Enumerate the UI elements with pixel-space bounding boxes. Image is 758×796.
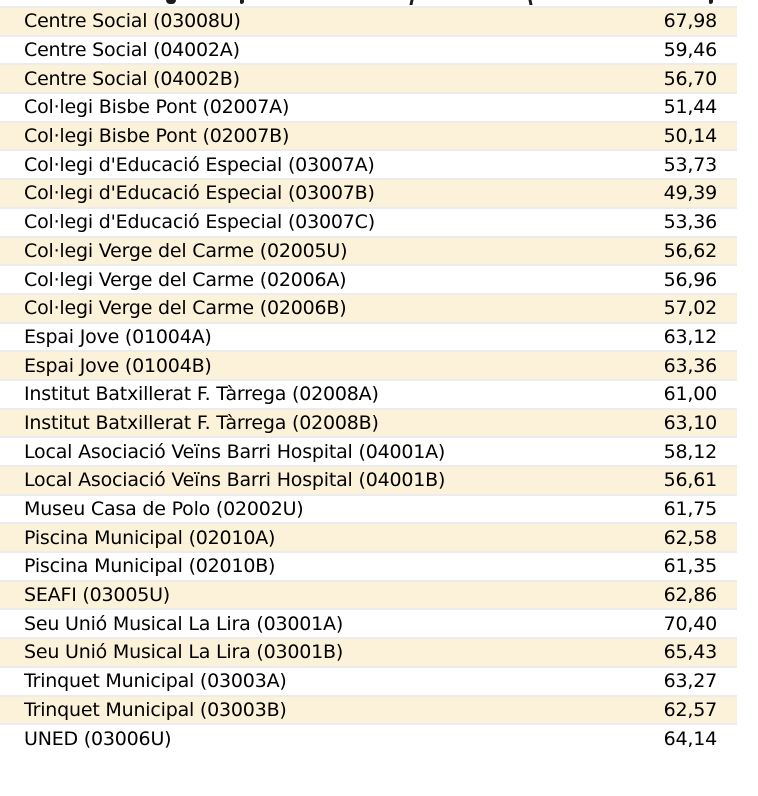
participation-value: 61,75 — [663, 498, 718, 521]
polling-station-name: SEAFI (03005U) — [24, 584, 171, 607]
polling-station-name: Centre Social (03008U) — [24, 10, 241, 33]
table-row: Espai Jove (01004A) 63,12 — [0, 321, 737, 351]
table-row: Col·legi Verge del Carme (02005U) 56,62 — [0, 235, 737, 265]
participation-value: 56,70 — [663, 67, 718, 90]
participation-value: 58,12 — [663, 440, 718, 463]
participation-value: 61,35 — [663, 555, 718, 578]
participation-value: 63,10 — [663, 411, 718, 434]
participation-value: 61,00 — [663, 383, 718, 406]
polling-station-name: Piscina Municipal (02010B) — [24, 555, 276, 578]
polling-station-name: Seu Unió Musical La Lira (03001B) — [24, 641, 344, 664]
table-row: Local Asociació Veïns Barri Hospital (04… — [0, 436, 737, 465]
participation-value: 57,02 — [663, 297, 718, 320]
participation-value: 64,14 — [663, 727, 718, 750]
table-row: Col·legi d'Educació Especial (03007C) 53,… — [0, 206, 737, 236]
participation-value: 65,43 — [663, 641, 718, 664]
polling-station-name: Local Asociació Veïns Barri Hospital (04… — [24, 469, 446, 492]
polling-station-name: UNED (03006U) — [24, 727, 172, 750]
polling-station-name: Col·legi Verge del Carme (02006B) — [24, 297, 347, 320]
table-row: SEAFI (03005U) 62,86 — [0, 579, 737, 609]
clipped-row-text-fragment — [166, 0, 176, 4]
participation-value: 63,27 — [663, 670, 718, 693]
participation-value: 56,96 — [663, 268, 718, 291]
table-row: Centre Social (04002B) 56,70 — [0, 63, 737, 93]
participation-value: 49,39 — [663, 182, 718, 205]
participation-value: 62,57 — [663, 698, 718, 721]
polling-station-name: Trinquet Municipal (03003B) — [24, 698, 287, 721]
table-row: Museu Casa de Polo (02002U) 61,75 — [0, 493, 737, 523]
polling-station-name: Trinquet Municipal (03003A) — [24, 670, 287, 693]
table-row: Col·legi Bisbe Pont (02007B) 50,14 — [0, 120, 737, 150]
table-row: Col·legi Verge del Carme (02006A) 56,96 — [0, 264, 737, 293]
table-row: Institut Batxillerat F. Tàrrega (02008B)… — [0, 407, 737, 437]
polling-station-name: Col·legi Verge del Carme (02005U) — [24, 239, 348, 262]
table-row: Trinquet Municipal (03003A) 63,27 — [0, 665, 737, 695]
participation-value: 56,62 — [663, 239, 718, 262]
participation-value: 59,46 — [663, 39, 718, 62]
clipped-row-text-fragment — [709, 0, 713, 4]
participation-value: 63,36 — [663, 354, 718, 377]
polling-station-name: Col·legi Bisbe Pont (02007B) — [24, 125, 290, 148]
participation-value: 62,86 — [663, 584, 718, 607]
clipped-row-text-fragment — [240, 0, 244, 4]
clipped-row-text-fragment — [409, 0, 414, 5]
table-row: Espai Jove (01004B) 63,36 — [0, 350, 737, 379]
polling-station-name: Institut Batxillerat F. Tàrrega (02008B) — [24, 411, 379, 434]
polling-station-name: Col·legi d'Educació Especial (03007C) — [24, 211, 375, 234]
table-row: Local Asociació Veïns Barri Hospital (04… — [0, 465, 737, 494]
polling-station-name: Institut Batxillerat F. Tàrrega (02008A) — [24, 383, 379, 406]
table-row: Seu Unió Musical La Lira (03001B) 65,43 — [0, 637, 737, 666]
polling-station-name: Espai Jove (01004B) — [24, 354, 212, 377]
polling-station-name: Col·legi Bisbe Pont (02007A) — [24, 96, 290, 119]
participation-value: 53,36 — [663, 211, 718, 234]
table-row: Seu Unió Musical La Lira (03001A) 70,40 — [0, 608, 737, 638]
table-row: Col·legi Verge del Carme (02006B) 57,02 — [0, 292, 737, 322]
participation-value: 67,98 — [663, 10, 718, 33]
table-row: Col·legi Bisbe Pont (02007A) 51,44 — [0, 92, 737, 121]
polling-station-name: Museu Casa de Polo (02002U) — [24, 498, 304, 521]
polling-station-name: Col·legi d'Educació Especial (03007A) — [24, 153, 375, 176]
participation-value: 50,14 — [663, 125, 718, 148]
table-rows: Centre Social (03008U) 67,98 Centre Social… — [0, 6, 737, 752]
participation-value: 62,58 — [663, 526, 718, 549]
participation-value: 56,61 — [663, 469, 718, 492]
polling-station-name: Centre Social (04002A) — [24, 39, 240, 62]
table-row: Piscina Municipal (02010A) 62,58 — [0, 522, 737, 552]
table-row: Col·legi d'Educació Especial (03007A) 53,… — [0, 149, 737, 179]
participation-value: 63,12 — [663, 325, 718, 348]
table-row: Trinquet Municipal (03003B) 62,57 — [0, 694, 737, 724]
table-row: Centre Social (04002A) 59,46 — [0, 34, 737, 64]
table-row: Centre Social (03008U) 67,98 — [0, 6, 737, 35]
participation-table: Centre Social (03008U) 67,98 Centre Social… — [0, 0, 737, 752]
participation-value: 70,40 — [663, 612, 718, 635]
polling-station-name: Centre Social (04002B) — [24, 67, 240, 90]
table-row: Piscina Municipal (02010B) 61,35 — [0, 551, 737, 580]
table-row: UNED (03006U) 64,14 — [0, 723, 737, 752]
polling-station-name: Espai Jove (01004A) — [24, 325, 212, 348]
polling-station-name: Local Asociació Veïns Barri Hospital (04… — [24, 440, 446, 463]
table-row: Col·legi d'Educació Especial (03007B) 49,… — [0, 178, 737, 207]
polling-station-name: Col·legi d'Educació Especial (03007B) — [24, 182, 375, 205]
polling-station-name: Seu Unió Musical La Lira (03001A) — [24, 612, 344, 635]
clipped-row-text-fragment — [528, 0, 533, 5]
participation-value: 51,44 — [663, 96, 718, 119]
table-row: Institut Batxillerat F. Tàrrega (02008A)… — [0, 378, 737, 408]
clipped-top-row — [0, 0, 737, 6]
polling-station-name: Col·legi Verge del Carme (02006A) — [24, 268, 347, 291]
polling-station-name: Piscina Municipal (02010A) — [24, 526, 276, 549]
participation-value: 53,73 — [663, 153, 718, 176]
